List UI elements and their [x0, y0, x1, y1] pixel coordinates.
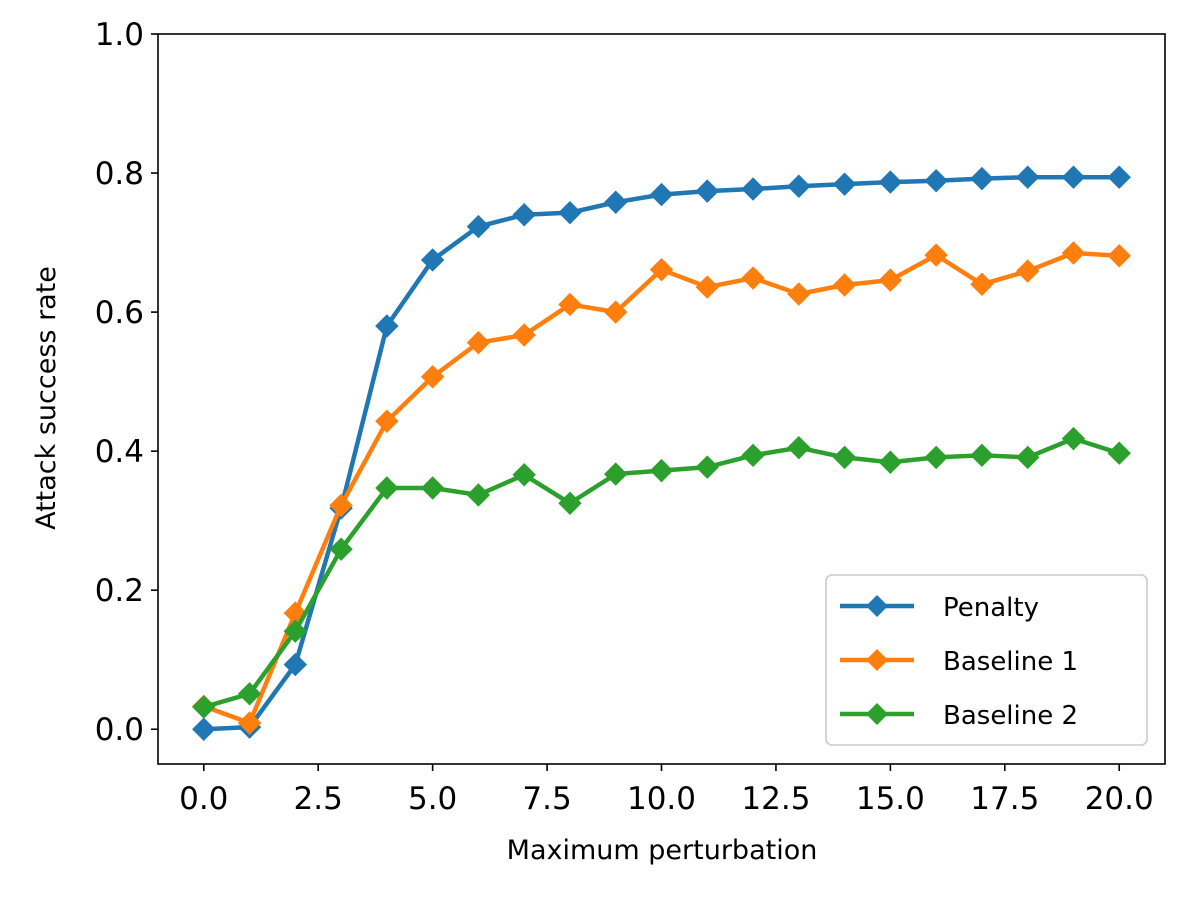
data-point	[605, 191, 627, 213]
x-axis-label: Maximum perturbation	[507, 835, 818, 866]
data-point	[742, 178, 764, 200]
data-point	[788, 175, 810, 197]
x-tick-label: 2.5	[294, 781, 343, 817]
data-point	[742, 267, 764, 289]
data-point	[559, 202, 581, 224]
line-chart: 0.0 2.5 5.0 7.5 10.0 12.5 15.0 17.5 20.0 0.0 0.2 0.…	[0, 0, 1200, 900]
x-tick-label: 0.0	[179, 781, 228, 817]
x-tick-label: 10.0	[627, 781, 696, 817]
data-point	[696, 276, 718, 298]
data-point	[925, 170, 947, 192]
x-tick-label: 15.0	[856, 781, 925, 817]
legend-label: Baseline 2	[943, 701, 1078, 731]
data-point	[971, 168, 993, 190]
data-point	[788, 283, 810, 305]
data-point	[925, 244, 947, 266]
data-point	[193, 718, 215, 740]
data-point	[879, 171, 901, 193]
data-point	[422, 477, 444, 499]
data-point	[879, 269, 901, 291]
data-point	[1017, 260, 1039, 282]
data-point	[1062, 166, 1084, 188]
data-point	[696, 180, 718, 202]
data-point	[834, 173, 856, 195]
data-point	[879, 451, 901, 473]
data-point	[651, 184, 673, 206]
data-point	[971, 444, 993, 466]
x-tick-label: 7.5	[522, 781, 571, 817]
y-tick-label: 0.8	[95, 156, 144, 192]
data-point	[971, 273, 993, 295]
x-tick-label: 17.5	[970, 781, 1039, 817]
y-axis-label: Attack success rate	[31, 266, 62, 530]
data-point	[605, 463, 627, 485]
data-point	[834, 274, 856, 296]
chart-container: 0.0 2.5 5.0 7.5 10.0 12.5 15.0 17.5 20.0 0.0 0.2 0.…	[0, 0, 1200, 900]
y-tick-label: 0.4	[95, 434, 144, 470]
data-point	[330, 494, 352, 516]
legend-label: Penalty	[943, 593, 1039, 623]
data-point	[467, 484, 489, 506]
y-tick-label: 0.2	[95, 573, 144, 609]
data-point	[651, 460, 673, 482]
data-point	[559, 492, 581, 514]
data-point	[788, 437, 810, 459]
legend-label: Baseline 1	[943, 647, 1078, 677]
x-tick-label: 20.0	[1085, 781, 1154, 817]
data-point	[834, 446, 856, 468]
data-point	[193, 696, 215, 718]
data-point	[513, 204, 535, 226]
data-point	[696, 456, 718, 478]
data-point	[1108, 245, 1130, 267]
data-point	[1108, 166, 1130, 188]
data-point	[1017, 166, 1039, 188]
data-point	[1017, 446, 1039, 468]
data-point	[1062, 242, 1084, 264]
y-tick-label: 0.0	[95, 712, 144, 748]
x-tick-label: 12.5	[741, 781, 810, 817]
x-tick-label: 5.0	[408, 781, 457, 817]
y-tick-label: 1.0	[95, 17, 144, 53]
data-point	[513, 464, 535, 486]
data-point	[1062, 428, 1084, 450]
y-tick-label: 0.6	[95, 295, 144, 331]
data-point	[925, 446, 947, 468]
data-point	[742, 444, 764, 466]
data-point	[1108, 442, 1130, 464]
